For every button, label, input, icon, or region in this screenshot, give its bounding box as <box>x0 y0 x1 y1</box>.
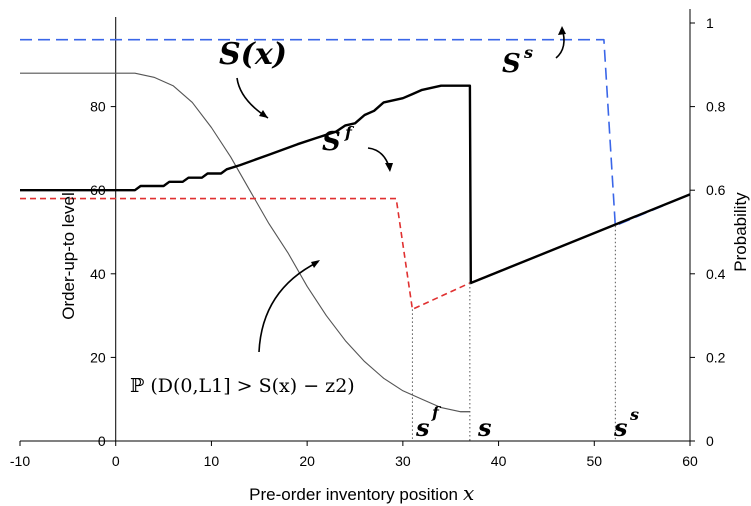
ss-label-superscript: s <box>523 43 533 62</box>
y-right-tick-label: 0.8 <box>706 99 726 115</box>
x-tick-label: 60 <box>682 453 698 469</box>
axes <box>19 9 695 446</box>
annotations: Pre-order inventory position x Order-up-… <box>59 26 750 505</box>
y-left-tick-label: 40 <box>90 266 106 282</box>
x-tick-label: 40 <box>491 453 507 469</box>
y-axis-left-label: Order-up-to level <box>59 192 78 320</box>
y-left-tick-label: 80 <box>90 99 106 115</box>
marker-ss-label: s <box>613 413 628 442</box>
y-left-tick-label: 20 <box>90 349 106 365</box>
x-tick-label: 30 <box>395 453 411 469</box>
ss-arrowhead <box>558 26 566 35</box>
sx-arrowhead <box>259 110 268 118</box>
series-layer <box>20 38 691 413</box>
x-tick-label: 20 <box>299 453 315 469</box>
series-line-1 <box>20 193 691 311</box>
sf-label: S <box>322 127 341 157</box>
marker-ss-superscript: s <box>629 405 639 424</box>
marker-lines <box>411 225 616 441</box>
x-tick-label: -10 <box>10 453 30 469</box>
marker-sf-superscript: f <box>431 403 442 422</box>
probability-arrow <box>258 261 319 353</box>
y-axis-right-label: Probability <box>731 192 750 272</box>
x-tick-label: 0 <box>112 453 120 469</box>
sf-arrowhead <box>385 163 393 172</box>
series-line-0 <box>20 84 691 285</box>
series-line-3 <box>20 72 470 413</box>
x-axis-label: Pre-order inventory position <box>249 485 458 504</box>
x-tick-label: 10 <box>204 453 220 469</box>
x-tick-label: 50 <box>586 453 602 469</box>
y-left-tick-label: 0 <box>98 433 106 449</box>
marker-s-label: s <box>477 413 492 442</box>
y-right-tick-label: 0.6 <box>706 182 726 198</box>
ss-label: S <box>502 49 521 79</box>
sf-label-superscript: f <box>344 123 355 142</box>
sf-arrow <box>367 147 391 171</box>
sx-label: S(x) <box>219 37 287 72</box>
x-axis-label-variable: x <box>463 481 474 505</box>
marker-sf-label: s <box>415 413 430 442</box>
probability-curve-label: ℙ (D(0,L1] > S(x) − z2) <box>130 375 355 397</box>
y-right-tick-label: 0.2 <box>706 349 726 365</box>
y-right-tick-label: 0 <box>706 433 714 449</box>
y-right-tick-label: 0.4 <box>706 266 726 282</box>
y-right-tick-label: 1 <box>706 15 714 31</box>
probability-arrowhead <box>311 260 320 268</box>
